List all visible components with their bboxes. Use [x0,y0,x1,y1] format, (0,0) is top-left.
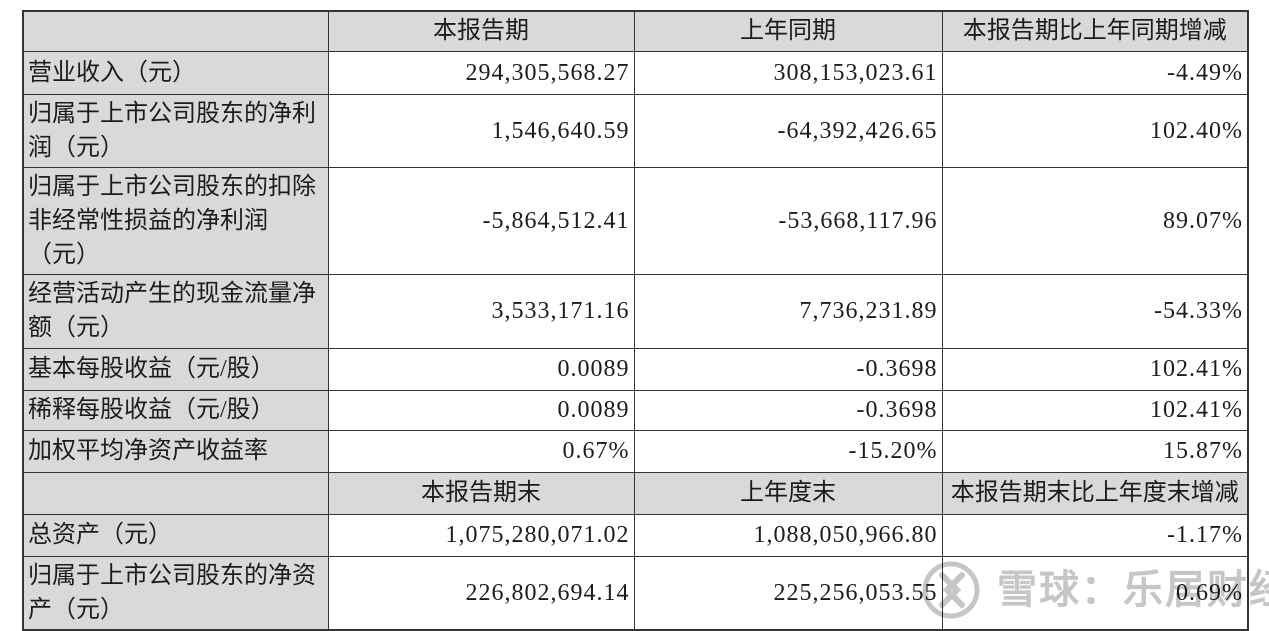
table-row: 总资产（元） 1,075,280,071.02 1,088,050,966.80… [22,513,1249,557]
prior-value: 308,153,023.61 [633,50,943,95]
change-value: 102.40% [941,93,1249,168]
period-header-row: 本报告期 上年同期 本报告期比上年同期增减 [22,10,1249,52]
metric-label: 归属于上市公司股东的净资产（元） [22,555,329,630]
change-value: 15.87% [941,429,1249,473]
current-value: 226,802,694.14 [327,555,635,630]
metric-label: 总资产（元） [22,513,329,557]
metric-label: 归属于上市公司股东的扣除非经常性损益的净利润（元） [22,166,329,275]
header-prior-period: 上年同期 [633,10,943,52]
prior-value: -64,392,426.65 [633,93,943,168]
metric-label: 稀释每股收益（元/股） [22,389,329,431]
current-value: 0.67% [327,429,635,473]
change-value: 102.41% [941,389,1249,431]
current-value: 294,305,568.27 [327,50,635,95]
header-prior-year-end: 上年度末 [633,471,943,515]
metric-label: 加权平均净资产收益率 [22,429,329,473]
prior-value: 7,736,231.89 [633,273,943,349]
prior-value: -0.3698 [633,347,943,391]
corner-cell [22,10,329,52]
header-period-end: 本报告期末 [327,471,635,515]
prior-value: 225,256,053.55 [633,555,943,630]
header-balance-change: 本报告期末比上年度末增减 [941,471,1249,515]
metric-label: 归属于上市公司股东的净利润（元） [22,93,329,168]
table-row: 经营活动产生的现金流量净额（元） 3,533,171.16 7,736,231.… [22,273,1249,349]
metric-label: 经营活动产生的现金流量净额（元） [22,273,329,349]
table-row: 归属于上市公司股东的扣除非经常性损益的净利润（元） -5,864,512.41 … [22,166,1249,275]
change-value: -4.49% [941,50,1249,95]
table-row: 归属于上市公司股东的净资产（元） 226,802,694.14 225,256,… [22,555,1249,630]
change-value: -54.33% [941,273,1249,349]
table-row: 基本每股收益（元/股） 0.0089 -0.3698 102.41% [22,347,1249,391]
change-value: -1.17% [941,513,1249,557]
table-row: 归属于上市公司股东的净利润（元） 1,546,640.59 -64,392,42… [22,93,1249,168]
table-row: 营业收入（元） 294,305,568.27 308,153,023.61 -4… [22,50,1249,95]
corner-cell [22,471,329,515]
table-row: 加权平均净资产收益率 0.67% -15.20% 15.87% [22,429,1249,473]
header-current-period: 本报告期 [327,10,635,52]
header-period-change: 本报告期比上年同期增减 [941,10,1249,52]
current-value: 0.0089 [327,389,635,431]
current-value: -5,864,512.41 [327,166,635,275]
current-value: 3,533,171.16 [327,273,635,349]
change-value: 102.41% [941,347,1249,391]
prior-value: -15.20% [633,429,943,473]
current-value: 1,546,640.59 [327,93,635,168]
change-value: 0.69% [941,555,1249,630]
current-value: 1,075,280,071.02 [327,513,635,557]
metric-label: 基本每股收益（元/股） [22,347,329,391]
prior-value: -0.3698 [633,389,943,431]
prior-value: -53,668,117.96 [633,166,943,275]
current-value: 0.0089 [327,347,635,391]
table-row: 稀释每股收益（元/股） 0.0089 -0.3698 102.41% [22,389,1249,431]
metric-label: 营业收入（元） [22,50,329,95]
balance-header-row: 本报告期末 上年度末 本报告期末比上年度末增减 [22,471,1249,515]
financial-summary-table: 本报告期 上年同期 本报告期比上年同期增减 营业收入（元） 294,305,56… [22,10,1249,631]
prior-value: 1,088,050,966.80 [633,513,943,557]
change-value: 89.07% [941,166,1249,275]
